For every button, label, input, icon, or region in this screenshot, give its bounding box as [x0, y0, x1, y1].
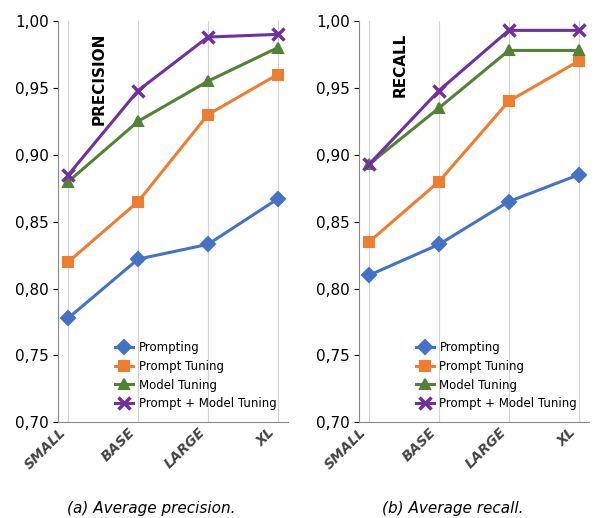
Model Tuning — [575, 47, 582, 53]
Line: Model Tuning: Model Tuning — [364, 46, 583, 169]
Prompting — [204, 241, 211, 248]
Text: (b) Average recall.: (b) Average recall. — [382, 501, 524, 516]
Prompt + Model Tuning — [65, 172, 72, 178]
Text: PRECISION: PRECISION — [92, 33, 107, 125]
Prompt Tuning — [575, 58, 582, 64]
Model Tuning — [274, 45, 281, 51]
Model Tuning — [435, 105, 443, 111]
Prompt Tuning — [505, 98, 512, 104]
Prompt Tuning — [435, 178, 443, 184]
Line: Prompt + Model Tuning: Prompt + Model Tuning — [363, 24, 585, 170]
Legend: Prompting, Prompt Tuning, Model Tuning, Prompt + Model Tuning: Prompting, Prompt Tuning, Model Tuning, … — [109, 335, 282, 416]
Prompt Tuning — [65, 258, 72, 265]
Text: (a) Average precision.: (a) Average precision. — [67, 501, 235, 516]
Prompt + Model Tuning — [365, 161, 373, 167]
Prompt + Model Tuning — [204, 34, 211, 40]
Prompt + Model Tuning — [575, 27, 582, 34]
Prompt Tuning — [274, 71, 281, 78]
Prompting — [575, 172, 582, 178]
Line: Prompt Tuning: Prompt Tuning — [364, 56, 583, 247]
Model Tuning — [65, 178, 72, 184]
Prompt Tuning — [365, 239, 373, 245]
Line: Prompting: Prompting — [63, 194, 283, 323]
Line: Prompt + Model Tuning: Prompt + Model Tuning — [62, 28, 284, 181]
Prompting — [135, 256, 142, 262]
Model Tuning — [204, 78, 211, 84]
Prompt + Model Tuning — [435, 88, 443, 94]
Prompting — [365, 272, 373, 278]
Prompting — [274, 196, 281, 202]
Text: RECALL: RECALL — [393, 33, 408, 97]
Legend: Prompting, Prompt Tuning, Model Tuning, Prompt + Model Tuning: Prompting, Prompt Tuning, Model Tuning, … — [410, 335, 583, 416]
Model Tuning — [505, 47, 512, 53]
Prompting — [505, 198, 512, 205]
Line: Prompt Tuning: Prompt Tuning — [63, 69, 283, 267]
Model Tuning — [135, 118, 142, 124]
Line: Model Tuning: Model Tuning — [63, 43, 283, 186]
Prompting — [65, 315, 72, 321]
Prompt + Model Tuning — [135, 88, 142, 94]
Model Tuning — [365, 161, 373, 167]
Prompt Tuning — [204, 111, 211, 118]
Prompting — [435, 241, 443, 248]
Prompt + Model Tuning — [505, 27, 512, 34]
Prompt + Model Tuning — [274, 31, 281, 37]
Line: Prompting: Prompting — [364, 170, 583, 280]
Prompt Tuning — [135, 198, 142, 205]
